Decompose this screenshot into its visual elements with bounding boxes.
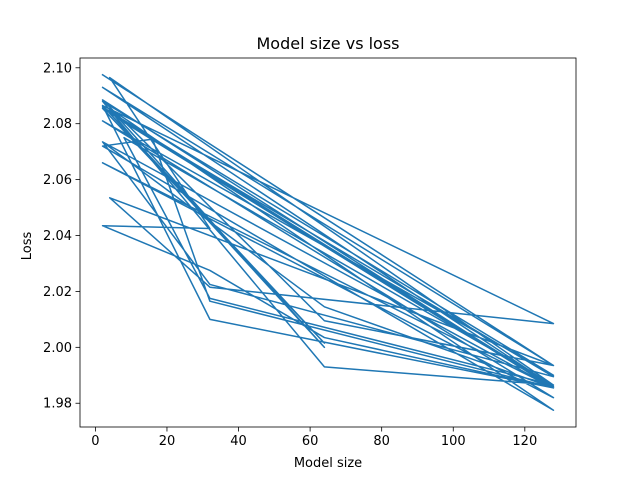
x-tick-label: 20 xyxy=(159,434,176,449)
y-axis-label: Loss xyxy=(20,232,35,261)
y-tick-label: 1.98 xyxy=(43,397,72,412)
axes-frame xyxy=(79,57,577,428)
y-tick-label: 2.06 xyxy=(43,173,72,188)
x-tick-label: 100 xyxy=(441,434,466,449)
chart-title: Model size vs loss xyxy=(256,34,399,53)
plot-area: 0 20 40 60 80 100 120 1.98 2.00 2.02 2.04 2.06 2.08 2… xyxy=(43,57,577,449)
y-tick-label: 2.02 xyxy=(43,285,72,300)
x-tick-label: 120 xyxy=(512,434,537,449)
x-tick-label: 80 xyxy=(373,434,390,449)
y-tick-label: 2.10 xyxy=(43,61,72,76)
x-tick-label: 60 xyxy=(302,434,319,449)
x-tick-label: 0 xyxy=(91,434,99,449)
y-tick-label: 2.00 xyxy=(43,341,72,356)
y-tick-label: 2.08 xyxy=(43,117,72,132)
y-tick-label: 2.04 xyxy=(43,229,72,244)
series-line-loss xyxy=(101,73,555,411)
x-tick-label: 40 xyxy=(230,434,247,449)
x-axis-label: Model size xyxy=(294,456,362,471)
